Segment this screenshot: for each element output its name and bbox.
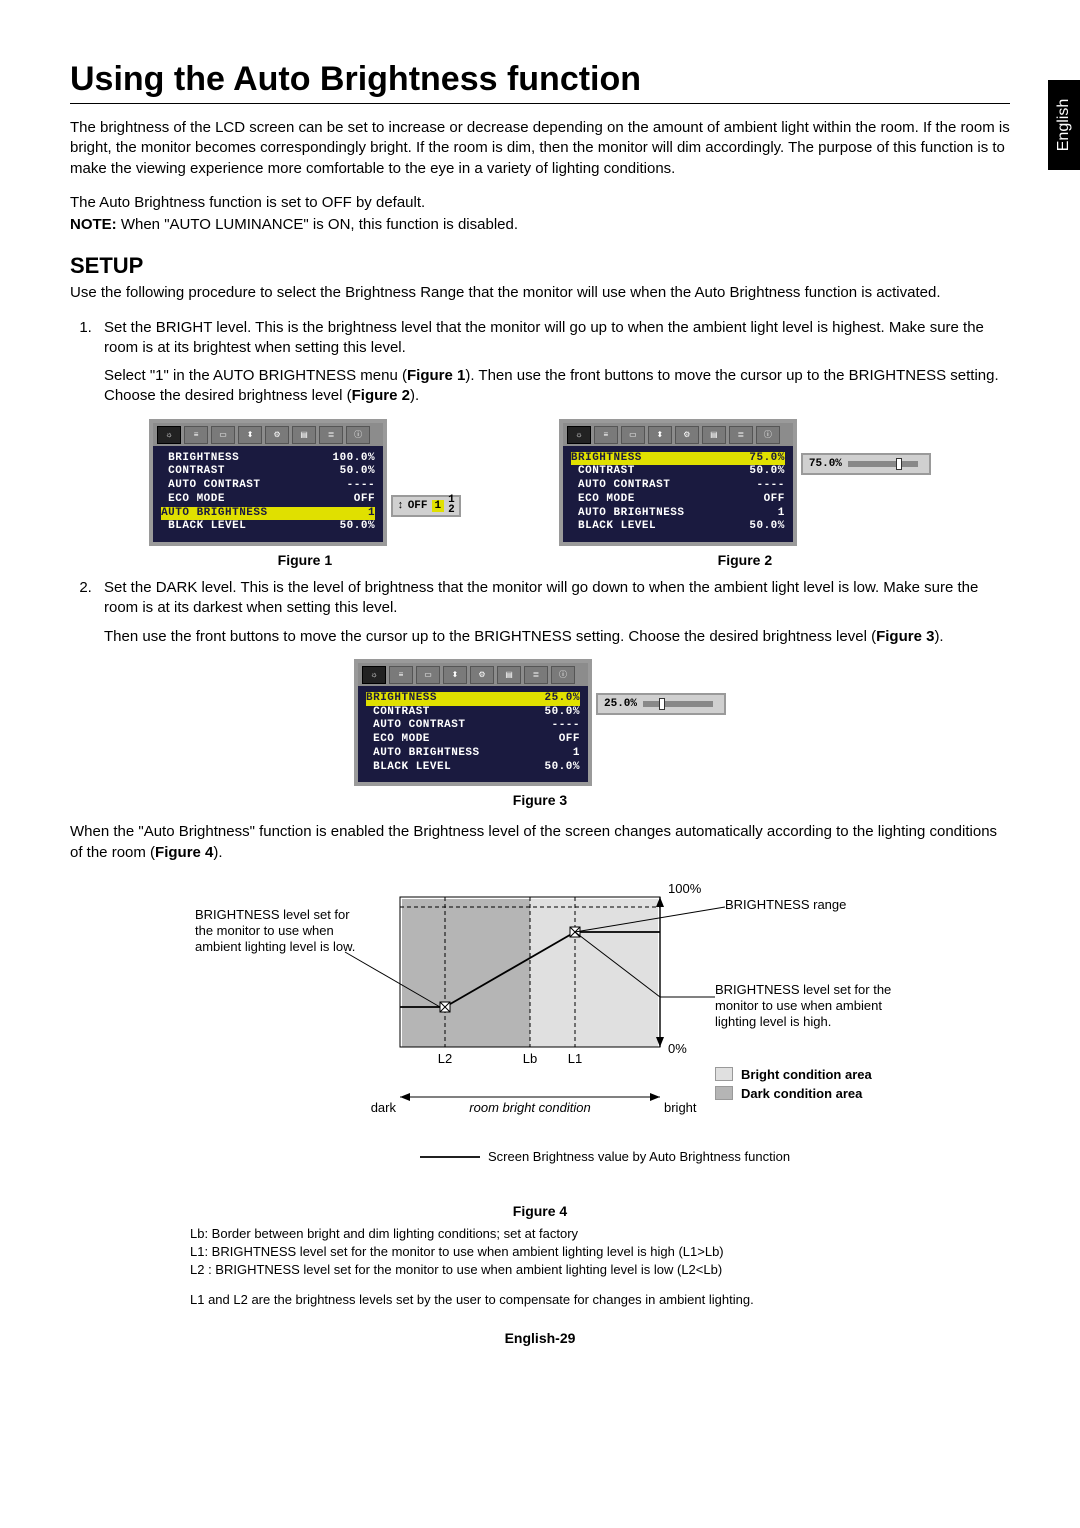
svg-text:100%: 100% [668,881,702,896]
page-number: English-29 [70,1330,1010,1346]
osd-tab-icon: ≡ [184,426,208,444]
step-1: Set the BRIGHT level. This is the bright… [96,318,1010,359]
x-label-l1: L1 [568,1051,582,1066]
osd-tab-icon: ⓘ [551,666,575,684]
osd-tab-icon: ≣ [319,426,343,444]
swatch-bright-area [715,1067,733,1081]
slider-thumb [896,458,902,470]
step-2-detail: Then use the front buttons to move the c… [104,627,1010,647]
osd-tabs: ☼ ≡ ▭ ⬍ ⚙ ▤ ≣ ⓘ [358,663,588,686]
osd-body-fig3: BRIGHTNESS25.0% CONTRAST50.0% AUTO CONTR… [358,686,588,783]
osd-tab-icon: ⓘ [346,426,370,444]
legend-area: Bright condition area Dark condition are… [715,1067,872,1101]
step-1-detail: Select "1" in the AUTO BRIGHTNESS menu (… [104,366,1010,407]
figure-1-caption: Figure 1 [149,552,461,568]
osd-tab-icon: ▭ [621,426,645,444]
osd-tabs: ☼ ≡ ▭ ⬍ ⚙ ▤ ≣ ⓘ [153,423,383,446]
steps-list-2: Set the DARK level. This is the level of… [70,578,1010,619]
osd-tab-icon: ≡ [389,666,413,684]
note-label: NOTE: [70,216,117,233]
osd-tab-icon: ▤ [497,666,521,684]
page: English Using the Auto Brightness functi… [0,0,1080,1386]
osd-tab-icon: ⚙ [470,666,494,684]
osd-tab-icon: ☼ [157,426,181,444]
osd-slider-ext: 25.0% [596,693,726,715]
language-tab-label: English [1055,99,1073,151]
osd-tab-icon: ☼ [567,426,591,444]
osd-tab-icon: ⬍ [443,666,467,684]
step-2-text: Set the DARK level. This is the level of… [104,579,978,616]
osd-tab-icon: ⬍ [238,426,262,444]
figure-row-2: ☼ ≡ ▭ ⬍ ⚙ ▤ ≣ ⓘ BRIGHTNESS25.0% CONTRAST… [100,659,980,809]
osd-slider-ext: 75.0% [801,453,931,475]
osd-tab-icon: ▭ [416,666,440,684]
default-note: The Auto Brightness function is set to O… [70,193,1010,213]
steps-list: Set the BRIGHT level. This is the bright… [70,318,1010,359]
figure-row-1: ☼ ≡ ▭ ⬍ ⚙ ▤ ≣ ⓘ BRIGHTNESS100.0% CONTRAS… [100,419,980,569]
slider-track [848,461,918,467]
osd-tab-icon: ≣ [524,666,548,684]
setup-heading: SETUP [70,253,1010,279]
osd-tab-icon: ▤ [292,426,316,444]
osd-tab-icon: ▤ [702,426,726,444]
osd-body-fig1: BRIGHTNESS100.0% CONTRAST50.0% AUTO CONT… [153,446,383,543]
figure-2-caption: Figure 2 [559,552,931,568]
note-text: When "AUTO LUMINANCE" is ON, this functi… [117,216,518,233]
intro-paragraph: The brightness of the LCD screen can be … [70,118,1010,179]
osd-panel-fig1: ☼ ≡ ▭ ⬍ ⚙ ▤ ≣ ⓘ BRIGHTNESS100.0% CONTRAS… [149,419,387,547]
osd-tab-icon: ☼ [362,666,386,684]
language-tab: English [1048,80,1080,170]
figure-4-diagram: L2 Lb L1 100% 0% dark bright room bright… [170,877,910,1197]
osd-tab-icon: ⬍ [648,426,672,444]
figure-4-caption: Figure 4 [70,1203,1010,1219]
osd-tab-icon: ⓘ [756,426,780,444]
note-line: NOTE: When "AUTO LUMINANCE" is ON, this … [70,215,1010,235]
x-label-lb: Lb [523,1051,537,1066]
svg-text:room bright condition: room bright condition [469,1100,590,1115]
osd-body-fig2: BRIGHTNESS75.0% CONTRAST50.0% AUTO CONTR… [563,446,793,543]
figure-3: ☼ ≡ ▭ ⬍ ⚙ ▤ ≣ ⓘ BRIGHTNESS25.0% CONTRAST… [354,659,726,809]
svg-text:0%: 0% [668,1041,687,1056]
osd-tab-icon: ⚙ [675,426,699,444]
osd-selector-ext: ↕ OFF 1 12 [391,495,461,517]
figure-1: ☼ ≡ ▭ ⬍ ⚙ ▤ ≣ ⓘ BRIGHTNESS100.0% CONTRAS… [149,419,461,569]
osd-panel-fig2: ☼ ≡ ▭ ⬍ ⚙ ▤ ≣ ⓘ BRIGHTNESS75.0% CONTRAST… [559,419,797,547]
annot-low: BRIGHTNESS level set for the monitor to … [195,907,360,956]
figure-2: ☼ ≡ ▭ ⬍ ⚙ ▤ ≣ ⓘ BRIGHTNESS75.0% CONTRAST… [559,419,931,569]
swatch-dark-area [715,1086,733,1100]
osd-panel-fig3: ☼ ≡ ▭ ⬍ ⚙ ▤ ≣ ⓘ BRIGHTNESS25.0% CONTRAST… [354,659,592,787]
notes-block: Lb: Border between bright and dim lighti… [190,1225,1010,1310]
step-2: Set the DARK level. This is the level of… [96,578,1010,619]
figure-3-caption: Figure 3 [354,792,726,808]
osd-tabs: ☼ ≡ ▭ ⬍ ⚙ ▤ ≣ ⓘ [563,423,793,446]
osd-tab-icon: ≡ [594,426,618,444]
slider-thumb [659,698,665,710]
annot-high: BRIGHTNESS level set for the monitor to … [715,982,905,1031]
osd-tab-icon: ▭ [211,426,235,444]
svg-text:bright: bright [664,1100,697,1115]
post-fig3-paragraph: When the "Auto Brightness" function is e… [70,822,1010,863]
svg-text:Screen Brightness value by Aut: Screen Brightness value by Auto Brightne… [488,1149,790,1164]
slider-track [643,701,713,707]
osd-tab-icon: ⚙ [265,426,289,444]
x-label-l2: L2 [438,1051,452,1066]
setup-intro: Use the following procedure to select th… [70,283,1010,303]
page-title: Using the Auto Brightness function [70,60,1010,104]
annot-range: BRIGHTNESS range [725,897,846,912]
step-1-text: Set the BRIGHT level. This is the bright… [104,319,984,356]
svg-text:dark: dark [371,1100,397,1115]
osd-tab-icon: ≣ [729,426,753,444]
